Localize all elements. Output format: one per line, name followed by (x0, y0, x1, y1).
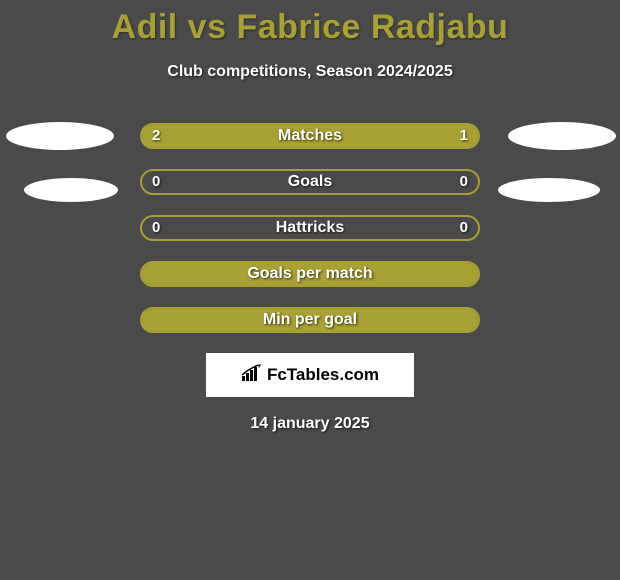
stat-value-left: 0 (152, 215, 160, 241)
stat-value-right: 1 (460, 123, 468, 149)
stats-rows: Matches21Goals00Hattricks00Goals per mat… (0, 123, 620, 333)
stat-value-left: 2 (152, 123, 160, 149)
player-ellipse (24, 178, 118, 202)
stat-value-left: 0 (152, 169, 160, 195)
stat-bar-container (140, 307, 480, 333)
stat-bar-container (140, 123, 480, 149)
logo-box: FcTables.com (206, 353, 414, 397)
stat-row: Goals per match (0, 261, 620, 287)
logo: FcTables.com (241, 364, 379, 387)
page-subtitle: Club competitions, Season 2024/2025 (0, 63, 620, 81)
stat-bar-container (140, 261, 480, 287)
stat-bar-left (142, 263, 478, 285)
player-ellipse (498, 178, 600, 202)
logo-text: FcTables.com (267, 365, 379, 385)
stat-value-right: 0 (460, 169, 468, 195)
stat-bar-container (140, 215, 480, 241)
player-ellipse (508, 122, 616, 150)
player-ellipse (6, 122, 114, 150)
chart-icon (241, 364, 263, 387)
page-title: Adil vs Fabrice Radjabu (0, 0, 620, 47)
stat-row: Min per goal (0, 307, 620, 333)
stat-row: Hattricks00 (0, 215, 620, 241)
stat-bar-container (140, 169, 480, 195)
stat-bar-left (142, 309, 478, 331)
date-text: 14 january 2025 (0, 415, 620, 433)
stat-value-right: 0 (460, 215, 468, 241)
stat-bar-left (142, 125, 366, 147)
